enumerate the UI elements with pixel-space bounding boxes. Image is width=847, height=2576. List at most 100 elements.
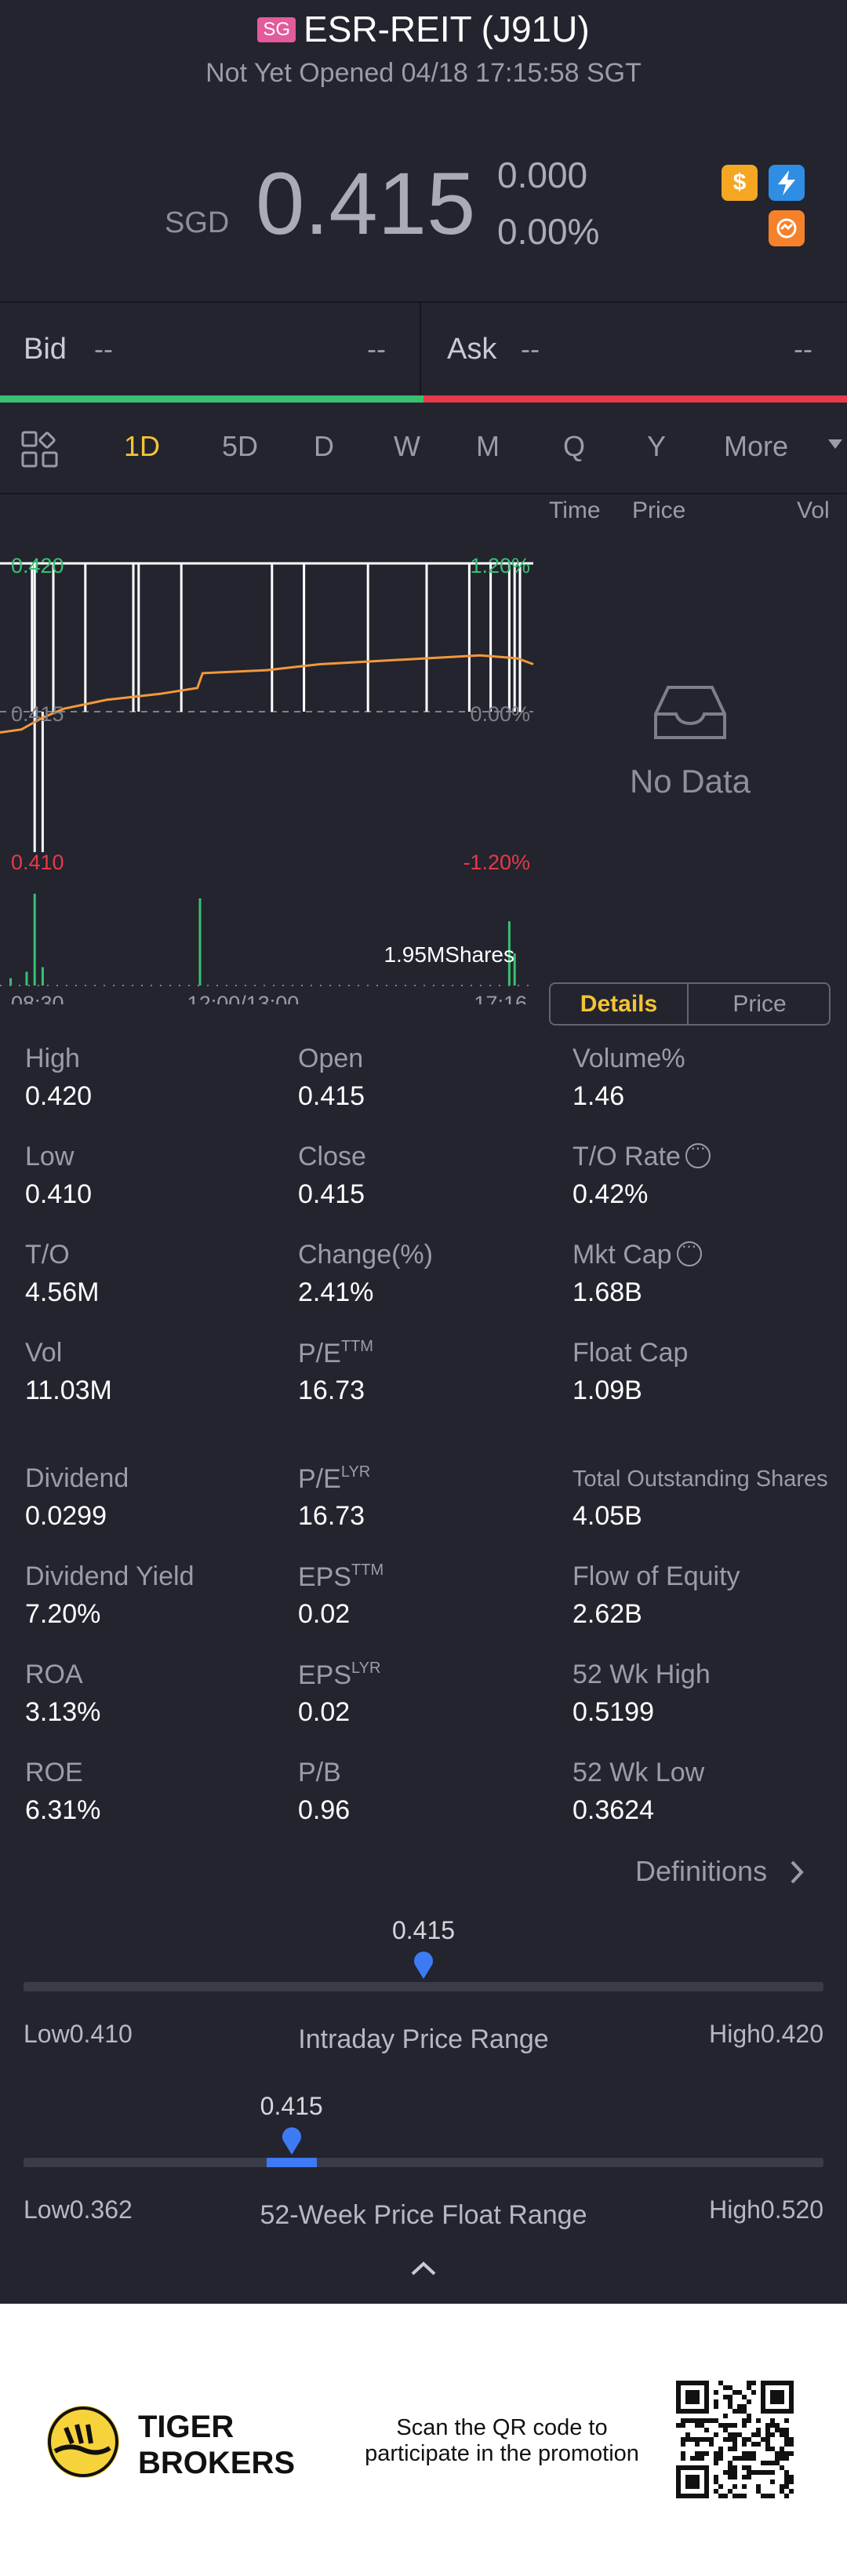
qr-module (728, 2423, 732, 2428)
tab-1d[interactable]: 1D (124, 430, 161, 462)
qr-module (770, 2470, 775, 2475)
definitions-link[interactable]: Definitions (635, 1855, 767, 1888)
qr-module (756, 2418, 761, 2423)
detail-label: 52 Wk Low (573, 1758, 705, 1787)
qr-module (742, 2465, 747, 2470)
qr-module (704, 2437, 709, 2442)
detail-label: 52 Wk High (573, 1660, 711, 1689)
qr-module (700, 2456, 704, 2461)
week52-high: High0.520 (709, 2195, 823, 2224)
qr-module (728, 2432, 732, 2437)
qr-module (681, 2418, 685, 2423)
bid-label: Bid (24, 333, 67, 366)
tab-d[interactable]: D (314, 430, 334, 462)
tab-price[interactable]: Price (732, 991, 787, 1017)
qr-module (681, 2423, 685, 2428)
detail-label: ROE (25, 1758, 83, 1787)
qr-module (784, 2442, 789, 2447)
qr-module (780, 2432, 784, 2437)
qr-module (789, 2479, 794, 2484)
pct-label-low: -1.20% (463, 851, 530, 874)
qr-code[interactable] (676, 2381, 794, 2498)
tab-m[interactable]: M (476, 430, 500, 462)
stock-name: ESR-REIT (J91U) (304, 9, 590, 49)
qr-module (770, 2432, 775, 2437)
qr-module (732, 2409, 737, 2414)
qr-module (709, 2418, 714, 2423)
qr-module (756, 2484, 761, 2489)
location-pin-icon (413, 1951, 434, 1984)
qr-module (784, 2456, 789, 2461)
qr-module (690, 2456, 695, 2461)
qr-module (747, 2451, 751, 2456)
location-pin-icon (281, 2126, 303, 2160)
qr-module (789, 2451, 794, 2456)
qr-module (780, 2447, 784, 2451)
qr-module (732, 2390, 737, 2395)
col-price: Price (632, 497, 686, 523)
qr-module (751, 2432, 756, 2437)
tab-w[interactable]: W (394, 430, 420, 462)
divider (0, 493, 847, 494)
tab-y[interactable]: Y (647, 430, 667, 462)
intraday-high-value: 0.420 (760, 2020, 823, 2048)
qr-module (761, 2437, 765, 2442)
lightning-icon[interactable] (769, 165, 805, 201)
chevron-right-icon[interactable] (789, 1860, 805, 1889)
detail-label: Volume% (573, 1044, 685, 1073)
intraday-range-track (24, 1982, 823, 1991)
chevron-up-icon[interactable] (409, 2260, 438, 2281)
refresh-icon[interactable] (769, 210, 805, 246)
tab-5d[interactable]: 5D (222, 430, 259, 462)
qr-module (723, 2437, 728, 2442)
tab-details[interactable]: Details (551, 984, 689, 1024)
qr-module (765, 2461, 770, 2465)
intraday-chart[interactable]: 0.420 0.415 0.410 1.20% 0.00% -1.20% 1.95MShar… (0, 518, 541, 1004)
layout-grid-icon[interactable] (20, 430, 60, 473)
pct-label-high: 1.20% (470, 554, 530, 578)
detail-value: 0.0299 (25, 1501, 107, 1531)
qr-module (723, 2428, 728, 2432)
market-badge: SG (257, 17, 296, 42)
qr-module (742, 2423, 747, 2428)
qr-module (728, 2385, 732, 2390)
price-change: 0.000 (497, 155, 588, 195)
qr-module (714, 2399, 718, 2404)
qr-module (714, 2479, 718, 2484)
qr-module (690, 2418, 695, 2423)
detail-value: 0.415 (298, 1081, 365, 1111)
qr-module (728, 2404, 732, 2409)
qr-module (780, 2451, 784, 2456)
qr-module (765, 2423, 770, 2428)
tab-more[interactable]: More (724, 430, 789, 462)
intraday-low-label: Low (24, 2020, 70, 2048)
tab-q[interactable]: Q (563, 430, 586, 462)
promo-line-2: participate in the promotion (365, 2441, 639, 2466)
chevron-down-icon[interactable] (828, 439, 842, 449)
detail-value: 1.46 (573, 1081, 625, 1111)
detail-label-sup: TTM (340, 1338, 373, 1355)
intraday-current-price: 0.415 (391, 1916, 456, 1944)
qr-module (784, 2418, 789, 2423)
qr-module (780, 2465, 784, 2470)
x-label-open: 08:30 (11, 992, 64, 1004)
more-info-icon[interactable] (676, 1236, 702, 1266)
qr-module (695, 2451, 700, 2456)
qr-module (695, 2456, 700, 2461)
qr-module (723, 2470, 728, 2475)
qr-module (765, 2432, 770, 2437)
qr-module (728, 2475, 732, 2479)
qr-module (770, 2494, 775, 2498)
qr-module (747, 2465, 751, 2470)
more-info-icon[interactable] (685, 1138, 711, 1168)
qr-module (756, 2428, 761, 2432)
detail-value: 1.09B (573, 1375, 642, 1405)
week52-high-value: 0.520 (760, 2195, 823, 2224)
ask-size: -- (794, 333, 812, 365)
average-price-line (0, 654, 534, 734)
qr-module (700, 2451, 704, 2456)
divider (0, 301, 847, 303)
pct-label-mid: 0.00% (470, 702, 530, 726)
dollar-icon[interactable]: $ (722, 165, 758, 201)
qr-module (732, 2475, 737, 2479)
